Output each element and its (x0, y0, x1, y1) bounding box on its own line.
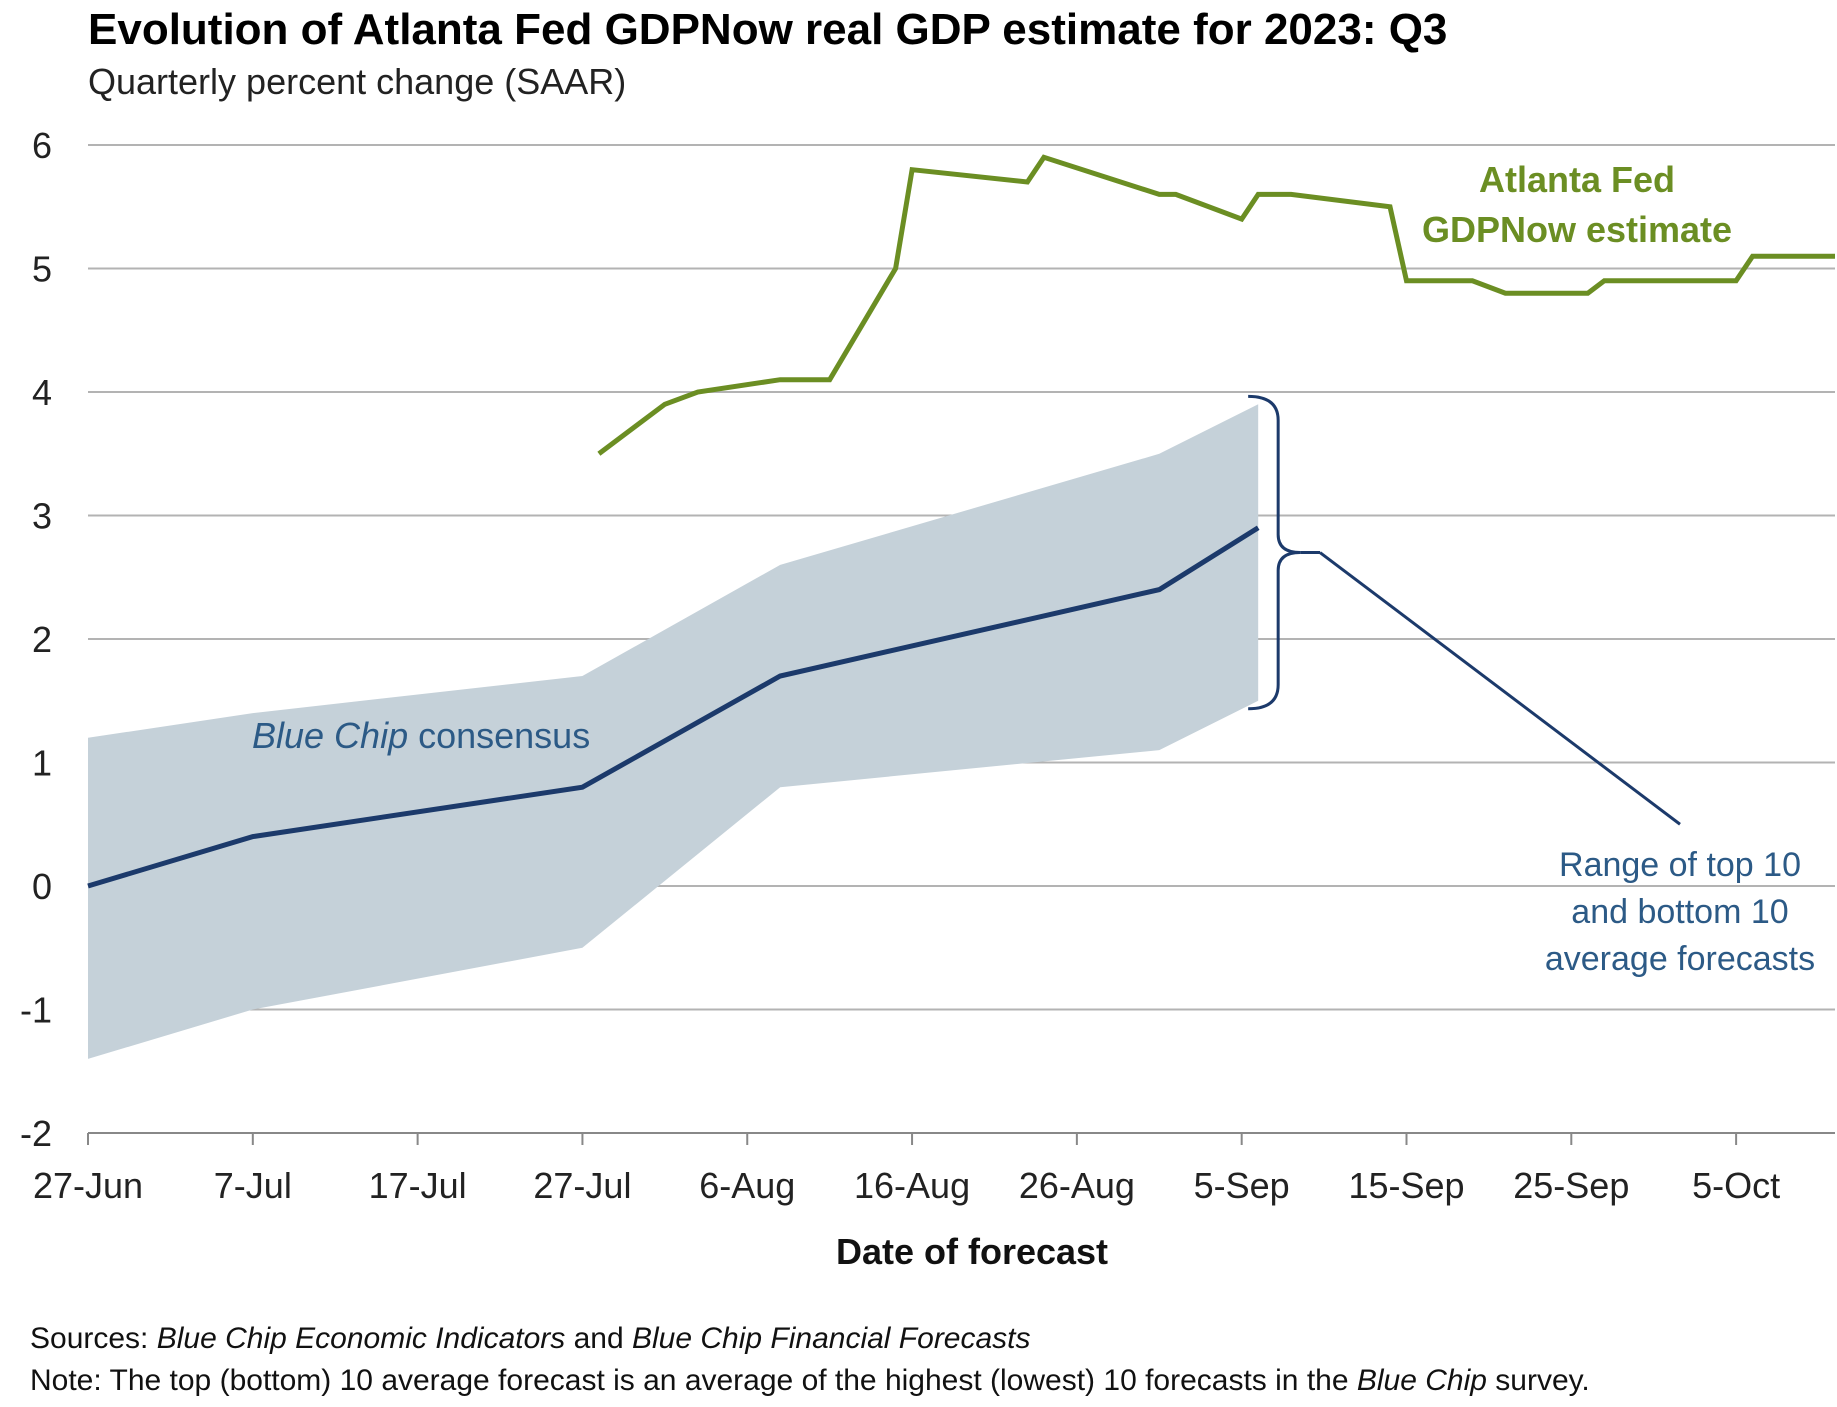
note-italic: Blue Chip (1356, 1364, 1487, 1397)
x-tick-label: 5-Oct (1692, 1165, 1780, 1206)
x-tick-label: 7-Jul (214, 1165, 292, 1206)
axes: -2 -1 0 1 2 3 4 5 6 27-Jun 7-Jul 17-Jul 27-Jul 6-Aug 1… (20, 125, 1835, 1206)
note-end: survey. (1486, 1364, 1590, 1397)
gdpnow-line (597, 154, 1835, 456)
bluechip-label-italic: Blue Chip (252, 715, 408, 756)
footnote: Note: The top (bottom) 10 average foreca… (30, 1364, 1590, 1398)
y-tick-label: 4 (32, 372, 52, 413)
note-text: The top (bottom) 10 average forecast is … (101, 1364, 1357, 1397)
annotations: Range of top 10 and bottom 10 average fore… (252, 159, 1815, 978)
x-tick-label: 6-Aug (699, 1165, 795, 1206)
range-label-line: Range of top 10 (1559, 846, 1801, 884)
bluechip-consensus-line (87, 525, 1260, 889)
x-tick-label: 15-Sep (1348, 1165, 1464, 1206)
y-tick-label: 6 (32, 125, 52, 166)
y-tick-label: 3 (32, 496, 52, 537)
x-tick-label: 27-Jul (533, 1165, 631, 1206)
range-label-line: and bottom 10 (1571, 893, 1788, 931)
series-lines (87, 154, 1835, 889)
range-label-line: average forecasts (1545, 940, 1815, 978)
sources-title-1: Blue Chip Economic Indicators (156, 1322, 566, 1355)
sources-and: and (565, 1322, 632, 1355)
chart-subtitle: Quarterly percent change (SAAR) (88, 61, 626, 102)
x-axis-label: Date of forecast (836, 1231, 1108, 1272)
y-tick-label: 1 (32, 743, 52, 784)
x-tick-label: 5-Sep (1194, 1165, 1290, 1206)
chart-title: Evolution of Atlanta Fed GDPNow real GDP… (88, 5, 1447, 54)
x-tick-label: 27-Jun (33, 1165, 143, 1206)
y-tick-label: -2 (20, 1113, 52, 1154)
sources-note: Sources: Blue Chip Economic Indicators a… (30, 1322, 1031, 1356)
gdpnow-label-line: Atlanta Fed (1479, 159, 1675, 200)
bluechip-label: Blue Chip consensus (252, 715, 590, 756)
range-bracket (1248, 394, 1301, 711)
forecast-range-band (88, 404, 1259, 1059)
x-tick-label: 16-Aug (854, 1165, 970, 1206)
y-tick-label: 2 (32, 619, 52, 660)
range-leader-line (1319, 551, 1681, 826)
x-tick-label: 26-Aug (1019, 1165, 1135, 1206)
y-tick-label: -1 (20, 990, 52, 1031)
bluechip-label-rest: consensus (408, 715, 590, 756)
y-tick-label: 5 (32, 249, 52, 290)
y-tick-label: 0 (32, 866, 52, 907)
sources-label: Sources: (30, 1322, 149, 1355)
gdpnow-label-line: GDPNow estimate (1422, 209, 1732, 250)
forecast-range-area (88, 404, 1259, 1059)
note-label: Note: (30, 1364, 102, 1397)
sources-title-2: Blue Chip Financial Forecasts (632, 1322, 1031, 1355)
x-tick-label: 25-Sep (1513, 1165, 1629, 1206)
x-tick-label: 17-Jul (369, 1165, 467, 1206)
